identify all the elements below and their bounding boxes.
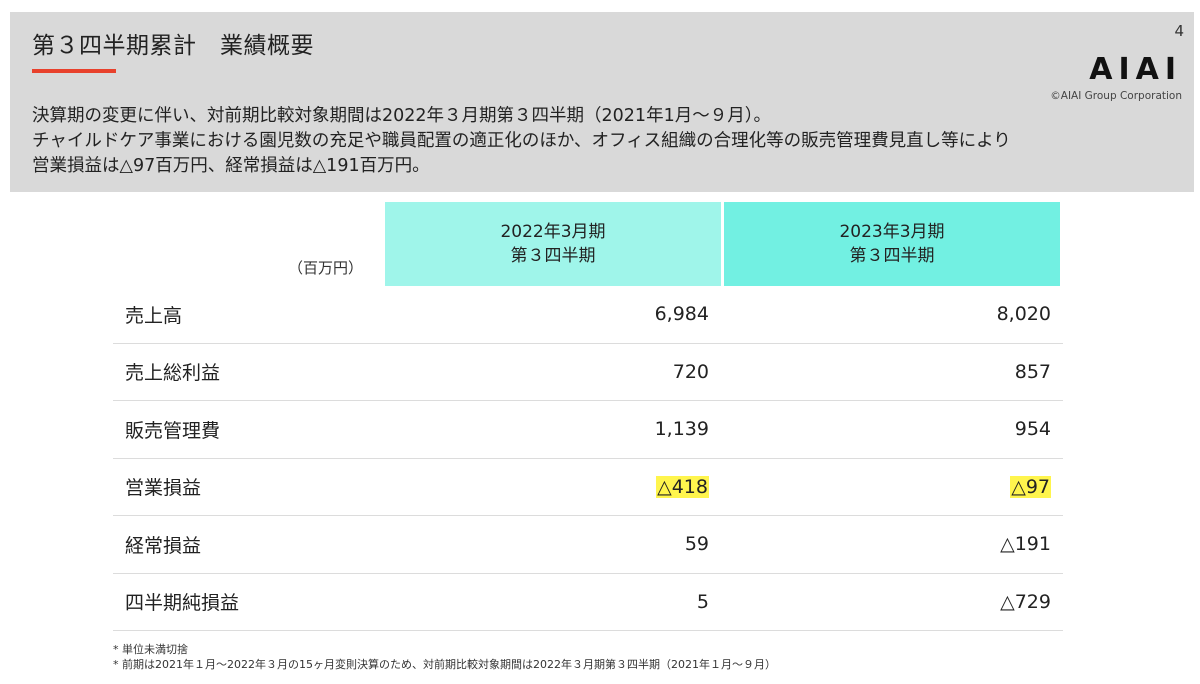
cell-value: 857 bbox=[1014, 360, 1051, 383]
cell-value: 720 bbox=[672, 360, 709, 383]
cell-value: 6,984 bbox=[654, 303, 709, 326]
table-row: 経常損益 59 △191 bbox=[113, 516, 1063, 574]
table-row: 販売管理費 1,139 954 bbox=[113, 401, 1063, 459]
summary-line: 決算期の変更に伴い、対前期比較対象期間は2022年３月期第３四半期（2021年1… bbox=[32, 106, 771, 126]
table-row: 四半期純損益 5 △729 bbox=[113, 574, 1063, 631]
footnote: * 前期は2021年１月～2022年３月の15ヶ月変則決算のため、対前期比較対象… bbox=[113, 658, 776, 671]
value-cell: 8,020 bbox=[721, 303, 1063, 325]
value-cell: △418 bbox=[385, 475, 721, 498]
highlighted-value: △418 bbox=[656, 475, 709, 498]
cell-value: 954 bbox=[1014, 418, 1051, 441]
row-label: 売上高 bbox=[125, 304, 183, 327]
value-cell: 1,139 bbox=[385, 418, 721, 440]
row-label: 販売管理費 bbox=[125, 419, 221, 442]
summary-text: 決算期の変更に伴い、対前期比較対象期間は2022年３月期第３四半期（2021年1… bbox=[32, 104, 1011, 179]
row-label: 売上総利益 bbox=[125, 362, 221, 385]
row-label: 営業損益 bbox=[125, 477, 202, 500]
unit-cell: （百万円） bbox=[113, 202, 385, 286]
column-header-fy2022: 2022年3月期 第３四半期 bbox=[385, 202, 721, 286]
brand-logo: AIAI bbox=[1089, 52, 1182, 87]
footnote: * 単位未満切捨 bbox=[113, 643, 188, 656]
cell-value: 8,020 bbox=[996, 303, 1051, 326]
page-title: 第３四半期累計 業績概要 bbox=[32, 33, 314, 59]
value-cell: 954 bbox=[721, 418, 1063, 440]
column-header-line: 2023年3月期 bbox=[839, 222, 945, 242]
value-cell: 857 bbox=[721, 361, 1063, 383]
summary-line: 営業損益は△97百万円、経常損益は△191百万円。 bbox=[32, 156, 430, 176]
row-label: 四半期純損益 bbox=[125, 592, 240, 615]
value-cell: 6,984 bbox=[385, 303, 721, 325]
row-label: 経常損益 bbox=[125, 534, 202, 557]
value-cell: △729 bbox=[721, 591, 1063, 613]
column-header-line: 第３四半期 bbox=[510, 246, 596, 266]
table-row: 売上総利益 720 857 bbox=[113, 344, 1063, 401]
header-band: 第３四半期累計 業績概要 4 AIAI ©AIAI Group Corporat… bbox=[10, 12, 1194, 192]
value-cell: 59 bbox=[385, 533, 721, 555]
value-cell: 5 bbox=[385, 591, 721, 613]
cell-value: 59 bbox=[684, 533, 709, 556]
title-underline bbox=[32, 69, 116, 73]
summary-line: チャイルドケア事業における園児数の充足や職員配置の適正化のほか、オフィス組織の合… bbox=[32, 131, 1011, 151]
performance-table: （百万円） 2022年3月期 第３四半期 2023年3月期 第３四半期 売上高 … bbox=[113, 202, 1063, 631]
value-cell: △97 bbox=[721, 475, 1063, 498]
table-row: 営業損益 △418 △97 bbox=[113, 459, 1063, 516]
cell-value: △191 bbox=[1000, 533, 1051, 556]
cell-value: △729 bbox=[1000, 590, 1051, 613]
table-row: 売上高 6,984 8,020 bbox=[113, 286, 1063, 344]
cell-value: 5 bbox=[696, 590, 709, 613]
page-number: 4 bbox=[1174, 22, 1184, 40]
cell-value: 1,139 bbox=[654, 418, 709, 441]
column-header-line: 第３四半期 bbox=[849, 246, 935, 266]
footnotes: * 単位未満切捨 * 前期は2021年１月～2022年３月の15ヶ月変則決算のた… bbox=[113, 642, 776, 672]
highlighted-value: △97 bbox=[1010, 475, 1051, 498]
column-header-fy2023: 2023年3月期 第３四半期 bbox=[724, 202, 1060, 286]
table-header: （百万円） 2022年3月期 第３四半期 2023年3月期 第３四半期 bbox=[113, 202, 1063, 286]
value-cell: 720 bbox=[385, 361, 721, 383]
value-cell: △191 bbox=[721, 533, 1063, 555]
unit-label: （百万円） bbox=[287, 259, 363, 277]
column-header-line: 2022年3月期 bbox=[500, 222, 606, 242]
brand-copyright: ©AIAI Group Corporation bbox=[1050, 90, 1182, 102]
